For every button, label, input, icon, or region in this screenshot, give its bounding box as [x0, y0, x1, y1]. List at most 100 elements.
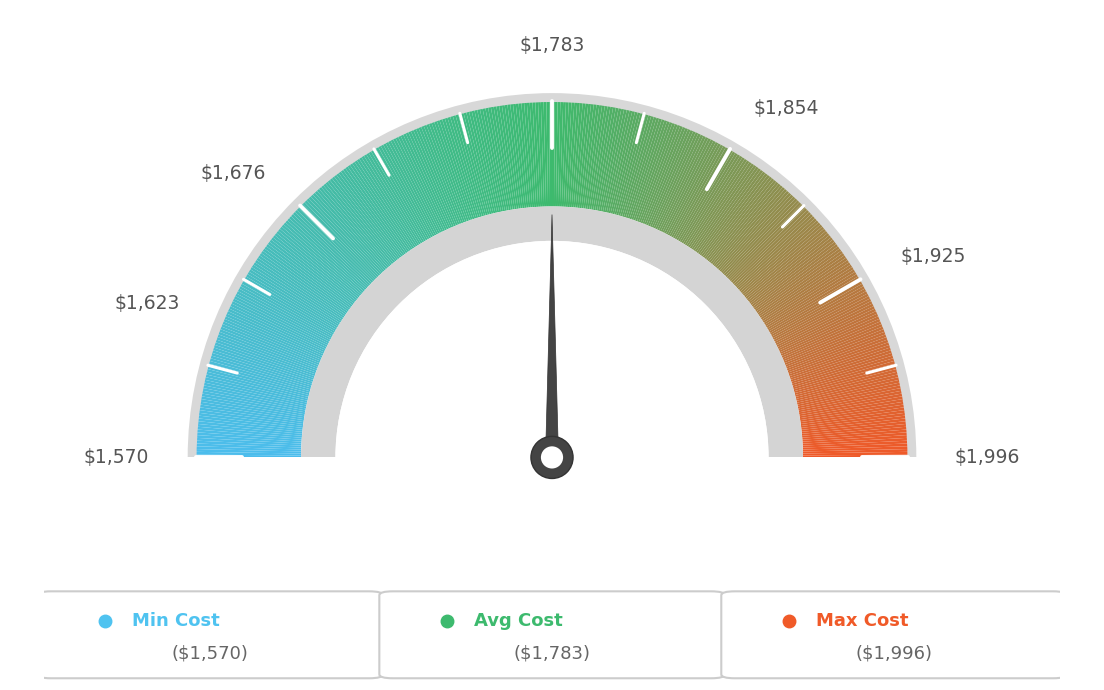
Wedge shape [403, 132, 448, 230]
Wedge shape [493, 106, 512, 210]
Wedge shape [618, 114, 649, 216]
Wedge shape [705, 176, 773, 260]
Wedge shape [601, 108, 624, 212]
Wedge shape [666, 140, 716, 235]
Wedge shape [570, 102, 580, 207]
Wedge shape [460, 112, 489, 215]
Wedge shape [648, 128, 691, 226]
Wedge shape [200, 399, 305, 418]
Wedge shape [306, 198, 380, 276]
Wedge shape [631, 119, 668, 220]
Circle shape [540, 445, 564, 470]
Wedge shape [693, 163, 754, 251]
Wedge shape [499, 105, 517, 209]
Wedge shape [445, 117, 478, 218]
Wedge shape [556, 101, 561, 206]
Text: ($1,996): ($1,996) [856, 644, 933, 662]
Wedge shape [768, 276, 860, 331]
Wedge shape [209, 361, 310, 391]
Wedge shape [574, 103, 585, 208]
Wedge shape [204, 380, 307, 404]
Wedge shape [698, 168, 762, 255]
Wedge shape [797, 382, 901, 406]
Wedge shape [799, 399, 904, 418]
Wedge shape [336, 172, 402, 258]
Wedge shape [659, 135, 707, 231]
Wedge shape [708, 178, 775, 262]
Text: $1,783: $1,783 [519, 36, 585, 55]
Wedge shape [650, 130, 693, 227]
Wedge shape [223, 319, 321, 362]
Wedge shape [211, 353, 312, 386]
Wedge shape [678, 150, 733, 241]
Wedge shape [453, 115, 484, 217]
Wedge shape [803, 452, 909, 455]
Wedge shape [505, 104, 521, 208]
Wedge shape [615, 112, 644, 215]
Wedge shape [794, 364, 896, 393]
Wedge shape [722, 196, 796, 275]
Wedge shape [660, 137, 709, 232]
Wedge shape [282, 224, 362, 295]
Wedge shape [247, 271, 338, 328]
Wedge shape [779, 306, 875, 353]
Wedge shape [687, 157, 745, 246]
Wedge shape [464, 112, 491, 215]
Wedge shape [340, 169, 404, 255]
Text: $1,570: $1,570 [84, 448, 149, 467]
Wedge shape [197, 432, 301, 442]
Wedge shape [197, 426, 302, 437]
Wedge shape [560, 101, 566, 206]
Wedge shape [769, 279, 861, 333]
Wedge shape [562, 101, 569, 207]
Wedge shape [799, 396, 903, 416]
Wedge shape [543, 101, 548, 206]
Wedge shape [681, 152, 739, 244]
Wedge shape [245, 274, 337, 330]
Wedge shape [720, 192, 792, 272]
Wedge shape [208, 364, 310, 393]
Wedge shape [798, 388, 902, 411]
Wedge shape [592, 106, 611, 210]
Text: $1,996: $1,996 [955, 448, 1020, 467]
Wedge shape [799, 393, 903, 414]
Wedge shape [800, 402, 904, 420]
Wedge shape [521, 102, 532, 208]
Wedge shape [629, 119, 665, 219]
Wedge shape [731, 208, 808, 283]
Wedge shape [497, 105, 514, 210]
Wedge shape [546, 101, 550, 206]
Wedge shape [656, 132, 701, 230]
Wedge shape [793, 355, 894, 387]
Wedge shape [677, 148, 731, 240]
Text: ($1,783): ($1,783) [513, 644, 591, 662]
Wedge shape [637, 122, 676, 222]
Wedge shape [715, 186, 785, 268]
Wedge shape [662, 137, 711, 233]
Wedge shape [317, 188, 388, 269]
Wedge shape [713, 185, 784, 266]
Wedge shape [577, 103, 591, 208]
Wedge shape [378, 146, 431, 239]
Wedge shape [320, 185, 391, 266]
Wedge shape [209, 358, 311, 389]
Wedge shape [800, 407, 905, 424]
Wedge shape [261, 250, 348, 313]
Wedge shape [342, 168, 406, 255]
Wedge shape [773, 288, 867, 340]
Wedge shape [354, 159, 414, 249]
Wedge shape [357, 158, 416, 248]
Wedge shape [802, 421, 906, 434]
Wedge shape [742, 224, 822, 295]
Wedge shape [802, 413, 905, 428]
Wedge shape [803, 446, 909, 451]
Wedge shape [611, 111, 638, 214]
Wedge shape [233, 296, 328, 345]
Wedge shape [657, 134, 703, 230]
Wedge shape [308, 196, 382, 275]
Wedge shape [369, 151, 424, 242]
Wedge shape [643, 125, 683, 224]
Wedge shape [198, 424, 302, 436]
Wedge shape [582, 104, 596, 208]
Wedge shape [777, 301, 873, 348]
